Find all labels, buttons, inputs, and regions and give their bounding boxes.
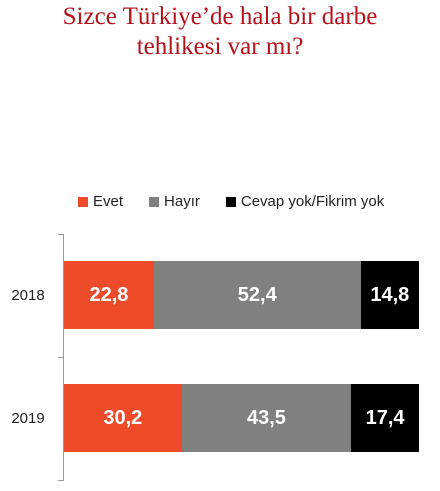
legend: Evet Hayır Cevap yok/Fikrim yok bbox=[78, 193, 384, 210]
data-label-2018-evet: 22,8 bbox=[89, 283, 129, 306]
legend-swatch-evet bbox=[78, 196, 88, 207]
bar-2018-evet: 22,8 bbox=[64, 261, 154, 329]
bar-2019-cevap-yok: 17,4 bbox=[351, 384, 419, 452]
chart-title: Sizce Türkiye’de hala bir darbe tehlikes… bbox=[0, 2, 440, 62]
legend-swatch-cevap-yok bbox=[225, 196, 236, 207]
legend-label-cevap-yok: Cevap yok/Fikrim yok bbox=[240, 193, 385, 210]
bar-2019-hayir: 43,5 bbox=[181, 384, 352, 452]
data-label-2018-cevap-yok: 14,8 bbox=[370, 283, 410, 306]
bar-2018-cevap-yok: 14,8 bbox=[360, 261, 419, 329]
bar-2019-evet: 30,2 bbox=[64, 384, 182, 452]
category-label-2019: 2019 bbox=[11, 410, 45, 427]
legend-item-hayir: Hayır bbox=[149, 193, 200, 210]
data-label-2019-evet: 30,2 bbox=[103, 406, 143, 429]
data-label-2019-cevap-yok: 17,4 bbox=[365, 406, 405, 429]
legend-swatch-hayir bbox=[149, 196, 160, 207]
category-label-2018: 2018 bbox=[11, 287, 45, 304]
axis-tick bbox=[58, 234, 64, 235]
legend-item-cevap-yok: Cevap yok/Fikrim yok bbox=[225, 193, 385, 210]
legend-label-evet: Evet bbox=[93, 193, 124, 210]
legend-label-hayir: Hayır bbox=[164, 193, 200, 210]
data-label-2019-hayir: 43,5 bbox=[246, 406, 286, 429]
axis-tick bbox=[58, 480, 64, 481]
data-label-2018-hayir: 52,4 bbox=[237, 283, 277, 306]
chart-title-line-1: Sizce Türkiye’de hala bir darbe bbox=[62, 3, 378, 30]
bar-2018-hayir: 52,4 bbox=[153, 261, 361, 329]
legend-item-evet: Evet bbox=[78, 193, 123, 210]
axis-tick bbox=[58, 357, 64, 358]
chart-title-line-2: tehlikesi var mı? bbox=[136, 33, 304, 60]
